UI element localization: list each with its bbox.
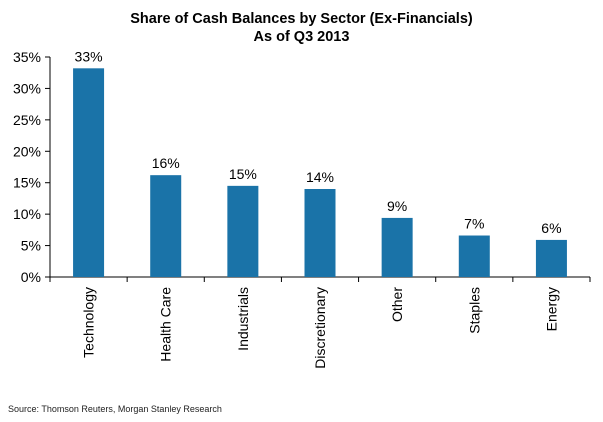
bar-industrials <box>227 185 259 277</box>
bar-energy <box>535 239 567 277</box>
y-tick-label: 20% <box>13 143 41 159</box>
y-tick-label: 15% <box>13 175 41 191</box>
category-label: Industrials <box>235 287 251 351</box>
chart-title-block: Share of Cash Balances by Sector (Ex-Fin… <box>0 10 603 46</box>
category-label: Discretionary <box>312 287 328 369</box>
bar-discretionary <box>304 189 336 277</box>
bar-technology <box>73 68 105 277</box>
data-label: 14% <box>306 169 334 185</box>
category-label: Health Care <box>158 287 174 362</box>
chart-title: Share of Cash Balances by Sector (Ex-Fin… <box>130 11 473 27</box>
data-label: 15% <box>229 166 257 182</box>
y-tick-label: 10% <box>13 206 41 222</box>
data-label: 6% <box>541 220 561 236</box>
data-label: 7% <box>464 216 484 232</box>
bar-health-care <box>150 175 182 277</box>
y-tick-label: 35% <box>13 49 41 65</box>
category-label: Technology <box>81 287 97 358</box>
y-tick-label: 5% <box>21 238 41 254</box>
category-label: Other <box>389 287 405 322</box>
source-note: Source: Thomson Reuters, Morgan Stanley … <box>8 404 222 414</box>
y-tick-label: 0% <box>21 269 41 285</box>
y-tick-label: 30% <box>13 80 41 96</box>
data-label: 9% <box>387 198 407 214</box>
data-label: 16% <box>152 155 180 171</box>
bar-other <box>381 217 413 277</box>
y-tick-label: 25% <box>13 112 41 128</box>
data-label: 33% <box>75 48 103 64</box>
category-label: Staples <box>466 287 482 334</box>
bar-staples <box>458 235 490 277</box>
chart-subtitle: As of Q3 2013 <box>253 29 350 45</box>
category-label: Energy <box>543 287 559 331</box>
bar-chart: 0% 5% 10% 15% 20% 25% 30% 35% 33% Technology 16% He… <box>13 48 591 369</box>
